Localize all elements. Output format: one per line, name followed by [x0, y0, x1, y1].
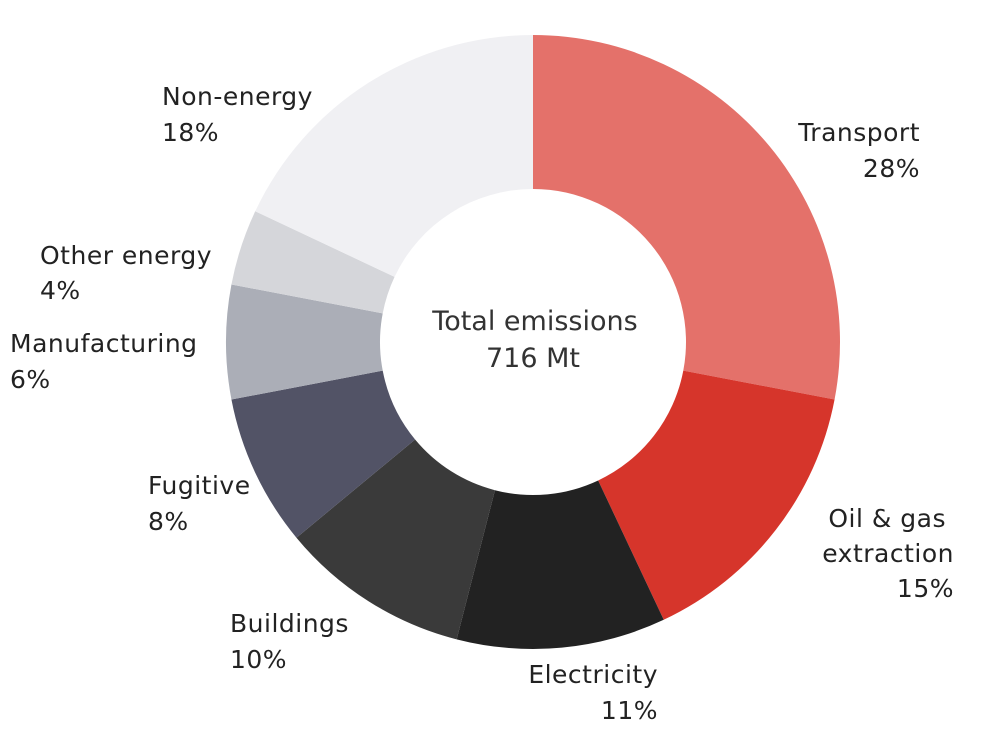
pct-electricity: 11%: [601, 696, 658, 725]
slice-oil-gas-extraction: [598, 370, 835, 620]
slice-other-energy: [231, 211, 395, 314]
slice-fugitive: [231, 370, 416, 538]
label-buildings: Buildings: [230, 609, 349, 638]
slice-buildings: [296, 439, 495, 640]
slice-manufacturing: [226, 284, 383, 400]
label-transport: Transport: [797, 118, 920, 147]
label-oil-gas-line1: Oil & gas: [828, 504, 946, 533]
pct-transport: 28%: [863, 154, 920, 183]
pct-oil-gas: 15%: [897, 574, 954, 603]
slice-electricity: [456, 480, 664, 650]
pct-manufacturing: 6%: [10, 365, 51, 394]
label-fugitive: Fugitive: [148, 471, 251, 500]
pct-other-energy: 4%: [40, 276, 81, 305]
slice-non-energy: [255, 35, 534, 277]
pct-fugitive: 8%: [148, 507, 189, 536]
pct-non-energy: 18%: [162, 118, 219, 147]
label-oil-gas-line2: extraction: [822, 539, 954, 568]
label-manufacturing: Manufacturing: [10, 329, 198, 358]
slice-transport: [533, 35, 840, 400]
label-non-energy: Non-energy: [162, 82, 313, 111]
pct-buildings: 10%: [230, 645, 287, 674]
label-electricity: Electricity: [528, 660, 658, 689]
center-value: 716 Mt: [486, 343, 580, 374]
label-other-energy: Other energy: [40, 241, 212, 270]
donut-slices: [226, 35, 840, 650]
center-label: Total emissions: [431, 306, 637, 337]
